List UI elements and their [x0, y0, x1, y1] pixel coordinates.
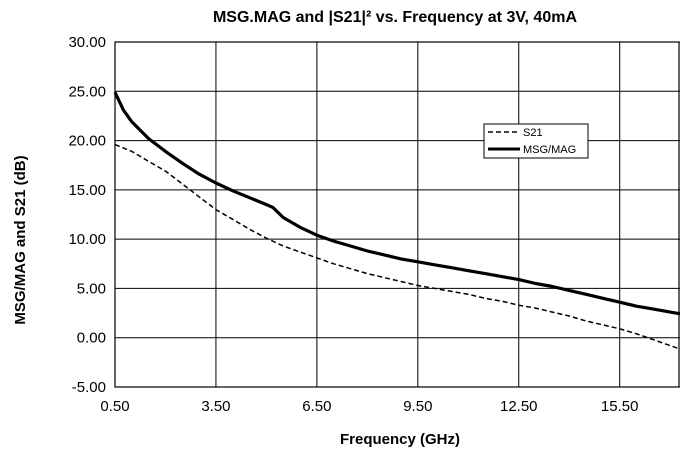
x-tick-label: 9.50: [403, 398, 432, 415]
x-axis-label: Frequency (GHz): [340, 431, 460, 448]
legend-label: MSG/MAG: [523, 144, 576, 156]
x-tick-label: 3.50: [201, 398, 230, 415]
y-tick-label: 15.00: [68, 182, 106, 199]
plot-frame: [114, 41, 680, 388]
x-tick-labels: 0.50 3.50 6.50 9.50 12.50 15.50: [100, 398, 638, 415]
y-tick-label: 10.00: [68, 231, 106, 248]
x-tick-label: 12.50: [500, 398, 538, 415]
legend-label: S21: [523, 127, 543, 139]
series-line-s21: [114, 143, 680, 350]
y-tick-label: 5.00: [77, 280, 106, 297]
x-tick-label: 15.50: [601, 398, 639, 415]
x-tick-label: 6.50: [302, 398, 331, 415]
grid: [114, 41, 680, 388]
y-tick-labels: -5.00 0.00 5.00 10.00 15.00 20.00 25.00 30.00: [68, 34, 106, 396]
y-tick-label: 0.00: [77, 330, 106, 347]
series-line-msg-mag: [113, 91, 680, 316]
y-tick-label: 20.00: [68, 133, 106, 150]
legend-box: [483, 123, 589, 159]
y-tick-label: 25.00: [68, 83, 106, 100]
legend: S21 MSG/MAG: [483, 123, 589, 159]
y-axis-label: MSG/MAG and S21 (dB): [12, 155, 29, 324]
y-tick-label: -5.00: [72, 379, 106, 396]
y-tick-label: 30.00: [68, 34, 106, 51]
x-tick-label: 0.50: [100, 398, 129, 415]
series-lines: [113, 91, 680, 350]
chart-title: MSG.MAG and |S21|² vs. Frequency at 3V, …: [213, 9, 577, 26]
